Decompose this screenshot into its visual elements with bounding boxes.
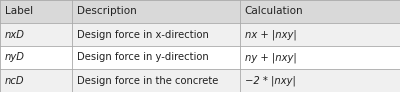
Bar [0,69,72,92]
Bar [72,0,240,23]
Bar [0,0,72,23]
Text: −2 * |nxy|: −2 * |nxy| [245,75,296,86]
Text: Calculation: Calculation [245,7,304,16]
Bar [0,46,72,69]
Text: Design force in y-direction: Design force in y-direction [77,53,208,62]
Bar [240,0,400,23]
Text: nyD: nyD [5,53,25,62]
Bar [240,23,400,46]
Bar [72,23,240,46]
Bar [240,69,400,92]
Text: Description: Description [77,7,136,16]
Bar [72,69,240,92]
Bar [72,46,240,69]
Bar [240,46,400,69]
Text: Design force in the concrete: Design force in the concrete [77,76,218,85]
Text: Label: Label [5,7,33,16]
Text: nxD: nxD [5,30,25,39]
Text: Design force in x-direction: Design force in x-direction [77,30,209,39]
Text: ncD: ncD [5,76,24,85]
Text: ny + |nxy|: ny + |nxy| [245,52,296,63]
Text: nx + |nxy|: nx + |nxy| [245,29,296,40]
Bar [0,23,72,46]
